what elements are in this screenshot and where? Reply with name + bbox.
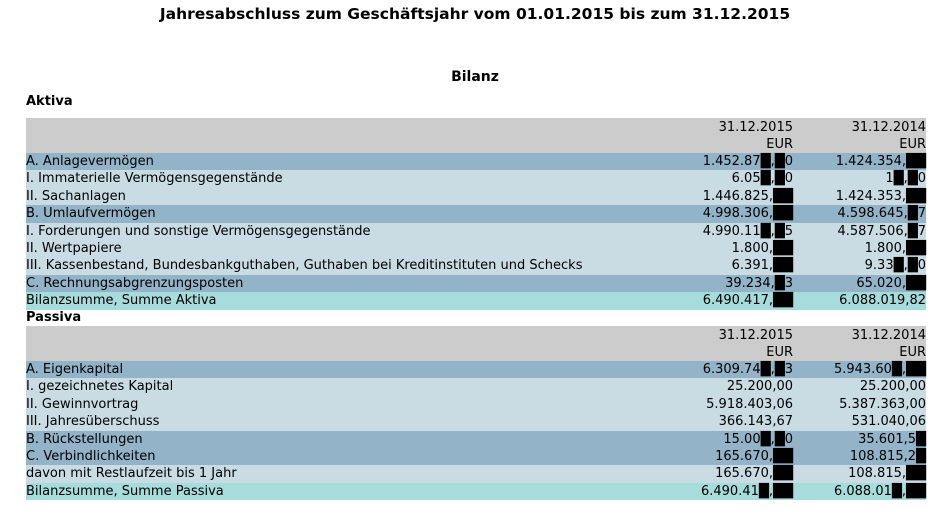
header-date-2014: 31.12.2014 bbox=[851, 120, 926, 135]
value-2014: 4.598.645,█7 bbox=[793, 205, 926, 223]
value-2014: 5.387.363,00 bbox=[793, 395, 926, 414]
value-2015: 6.490.41█,██ bbox=[663, 482, 793, 501]
row-label: II. Gewinnvortrag bbox=[26, 395, 663, 414]
passiva-table: 31.12.2015 EUR 31.12.2014 EUR A. Eigenkapita… bbox=[26, 326, 926, 501]
value-2014: 6.088.019,82 bbox=[793, 292, 926, 310]
section-title-bilanz: Bilanz bbox=[451, 69, 499, 85]
row-label: Bilanzsumme, Summe Aktiva bbox=[26, 292, 663, 310]
aktiva-table: 31.12.2015 EUR 31.12.2014 EUR A. Anlagevermö… bbox=[26, 118, 926, 310]
table-header-row: 31.12.2015 EUR 31.12.2014 EUR bbox=[26, 326, 926, 361]
value-2014: 5.943.60█,██ bbox=[793, 361, 926, 379]
table-row: C. Rechnungsabgrenzungsposten 39.234,█3 65… bbox=[26, 274, 926, 293]
header-label-cell bbox=[26, 326, 663, 361]
currency-2015: EUR bbox=[766, 345, 793, 360]
value-2015: 4.998.306,██ bbox=[663, 205, 793, 223]
value-2014: 1.800,██ bbox=[793, 240, 926, 258]
row-label: II. Sachanlagen bbox=[26, 187, 663, 206]
value-2014: 35.601,5█ bbox=[793, 430, 926, 449]
value-2015: 6.05█,█0 bbox=[663, 170, 793, 188]
header-2014: 31.12.2014 EUR bbox=[793, 118, 926, 153]
currency-2015: EUR bbox=[766, 137, 793, 152]
table-row: II. Sachanlagen 1.446.825,██ 1.424.353,██ bbox=[26, 187, 926, 206]
value-2015: 366.143,67 bbox=[663, 413, 793, 431]
header-2014: 31.12.2014 EUR bbox=[793, 326, 926, 361]
section-label-passiva: Passiva bbox=[26, 310, 82, 325]
value-2014: 6.088.01█,██ bbox=[793, 482, 926, 501]
header-2015: 31.12.2015 EUR bbox=[663, 326, 793, 361]
currency-2014: EUR bbox=[899, 345, 926, 360]
value-2015: 1.800,██ bbox=[663, 240, 793, 258]
value-2015: 1.446.825,██ bbox=[663, 187, 793, 206]
row-label: A. Anlagevermögen bbox=[26, 153, 663, 171]
row-label: C. Rechnungsabgrenzungsposten bbox=[26, 274, 663, 293]
table-row: A. Eigenkapital 6.309.74█,█3 5.943.60█,██ bbox=[26, 361, 926, 379]
value-2014: 531.040,06 bbox=[793, 413, 926, 431]
value-2014: 1.424.354,██ bbox=[793, 153, 926, 171]
value-2015: 4.990.11█,█5 bbox=[663, 222, 793, 241]
header-date-2014: 31.12.2014 bbox=[851, 328, 926, 343]
table-row: davon mit Restlaufzeit bis 1 Jahr 165.670… bbox=[26, 465, 926, 483]
value-2015: 6.309.74█,█3 bbox=[663, 361, 793, 379]
value-2015: 25.200,00 bbox=[663, 378, 793, 396]
table-row: I. Immaterielle Vermögensgegenstände 6.05… bbox=[26, 170, 926, 188]
header-label-cell bbox=[26, 118, 663, 153]
table-row: Bilanzsumme, Summe Passiva 6.490.41█,██ 6.… bbox=[26, 482, 926, 501]
table-row: B. Umlaufvermögen 4.998.306,██ 4.598.645,█… bbox=[26, 205, 926, 223]
row-label: III. Kassenbestand, Bundesbankguthaben, … bbox=[26, 257, 663, 275]
value-2014: 1.424.353,██ bbox=[793, 187, 926, 206]
value-2014: 9.33█,█0 bbox=[793, 257, 926, 275]
table-row: II. Gewinnvortrag 5.918.403,06 5.387.363,0… bbox=[26, 395, 926, 414]
value-2015: 165.670,██ bbox=[663, 448, 793, 466]
value-2014: 108.815,██ bbox=[793, 465, 926, 483]
value-2014: 25.200,00 bbox=[793, 378, 926, 396]
value-2015: 15.00█,█0 bbox=[663, 430, 793, 449]
row-label: B. Rückstellungen bbox=[26, 430, 663, 449]
row-label: A. Eigenkapital bbox=[26, 361, 663, 379]
table-row: B. Rückstellungen 15.00█,█0 35.601,5█ bbox=[26, 430, 926, 449]
row-label: B. Umlaufvermögen bbox=[26, 205, 663, 223]
section-label-aktiva: Aktiva bbox=[26, 94, 73, 109]
row-label: Bilanzsumme, Summe Passiva bbox=[26, 482, 663, 501]
header-date-2015: 31.12.2015 bbox=[718, 120, 793, 135]
table-header-row: 31.12.2015 EUR 31.12.2014 EUR bbox=[26, 118, 926, 153]
header-2015: 31.12.2015 EUR bbox=[663, 118, 793, 153]
row-label: I. Immaterielle Vermögensgegenstände bbox=[26, 170, 663, 188]
row-label: davon mit Restlaufzeit bis 1 Jahr bbox=[26, 465, 663, 483]
row-label: III. Jahresüberschuss bbox=[26, 413, 663, 431]
row-label: I. gezeichnetes Kapital bbox=[26, 378, 663, 396]
table-row: II. Wertpapiere 1.800,██ 1.800,██ bbox=[26, 240, 926, 258]
value-2015: 5.918.403,06 bbox=[663, 395, 793, 414]
table-row: I. Forderungen und sonstige Vermögensgeg… bbox=[26, 222, 926, 241]
row-label: C. Verbindlichkeiten bbox=[26, 448, 663, 466]
row-label: I. Forderungen und sonstige Vermögensgeg… bbox=[26, 222, 663, 241]
table-row: A. Anlagevermögen 1.452.87█,█0 1.424.354,█… bbox=[26, 153, 926, 171]
table-row: C. Verbindlichkeiten 165.670,██ 108.815,2█ bbox=[26, 448, 926, 466]
value-2015: 165.670,██ bbox=[663, 465, 793, 483]
value-2015: 6.391,██ bbox=[663, 257, 793, 275]
value-2015: 6.490.417,██ bbox=[663, 292, 793, 310]
header-date-2015: 31.12.2015 bbox=[718, 328, 793, 343]
row-label: II. Wertpapiere bbox=[26, 240, 663, 258]
table-row: III. Jahresüberschuss 366.143,67 531.040,0… bbox=[26, 413, 926, 431]
table-row: I. gezeichnetes Kapital 25.200,00 25.200,0… bbox=[26, 378, 926, 396]
value-2014: 4.587.506,█7 bbox=[793, 222, 926, 241]
value-2014: 65.020,██ bbox=[793, 274, 926, 293]
value-2014: 1█,█0 bbox=[793, 170, 926, 188]
value-2014: 108.815,2█ bbox=[793, 448, 926, 466]
table-row: III. Kassenbestand, Bundesbankguthaben, … bbox=[26, 257, 926, 275]
table-row: Bilanzsumme, Summe Aktiva 6.490.417,██ 6.0… bbox=[26, 292, 926, 310]
value-2015: 39.234,█3 bbox=[663, 274, 793, 293]
value-2015: 1.452.87█,█0 bbox=[663, 153, 793, 171]
currency-2014: EUR bbox=[899, 137, 926, 152]
document-title: Jahresabschluss zum Geschäftsjahr vom 01… bbox=[159, 5, 791, 23]
